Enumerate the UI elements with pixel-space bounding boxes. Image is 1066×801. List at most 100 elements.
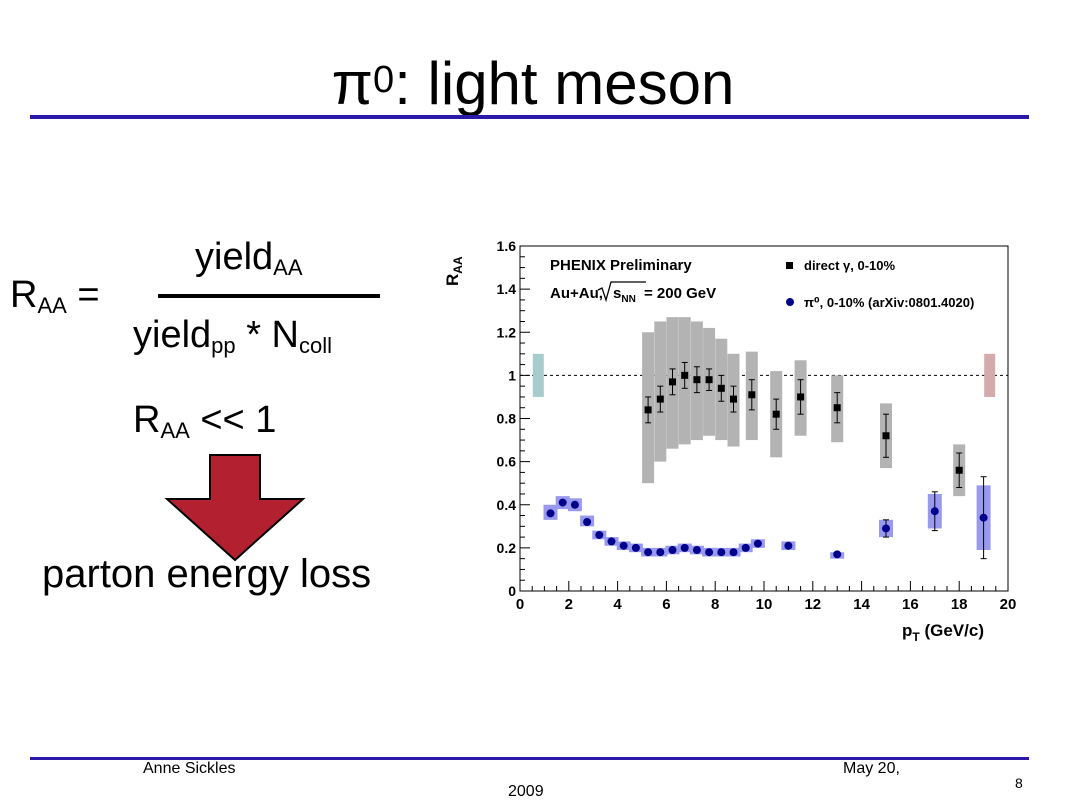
- x-tick-label-9: 18: [951, 596, 968, 613]
- footer-date-line2: 2009: [508, 783, 544, 800]
- point-pi0-3: [583, 518, 592, 526]
- formula-denominator: yieldpp * Ncoll: [133, 314, 333, 358]
- point-gamma-0: [644, 406, 652, 414]
- footer-page-number: 8: [1015, 775, 1023, 791]
- x-tick-label-4: 8: [711, 596, 719, 613]
- point-gamma-7: [730, 395, 737, 403]
- numerator-sub: AA: [273, 255, 303, 280]
- y-tick-label-2: 0.4: [497, 497, 517, 513]
- point-pi0-15: [729, 548, 738, 557]
- y-tick-label-0: 0: [508, 583, 516, 599]
- point-pi0-12: [692, 546, 701, 555]
- subtitle-sqrt-snn: sNN: [613, 285, 636, 305]
- footer-date-line1: May 20,: [843, 760, 900, 777]
- point-pi0-5: [607, 537, 616, 546]
- point-gamma-4: [693, 376, 701, 384]
- lhs-sub: AA: [37, 293, 67, 318]
- formula-numerator: yieldAA: [195, 236, 303, 280]
- x-tick-label-10: 20: [1000, 596, 1017, 613]
- x-tick-label-2: 4: [613, 596, 622, 613]
- conclusion-text: parton energy loss: [42, 552, 372, 596]
- x-tick-label-5: 10: [756, 596, 773, 613]
- x-tick-label-8: 16: [902, 596, 919, 613]
- sqrt-sign: [597, 281, 646, 303]
- point-gamma-9: [772, 410, 780, 418]
- point-pi0-17: [753, 539, 762, 548]
- x-tick-label-0: 0: [516, 596, 524, 613]
- point-pi0-20: [882, 524, 890, 533]
- footer-rule: [30, 757, 1029, 760]
- denominator-main: yield: [133, 314, 212, 356]
- x-tick-label-1: 2: [565, 596, 573, 613]
- slide-title: π0: light meson: [0, 44, 1066, 124]
- point-gamma-6: [717, 384, 725, 392]
- result-rest: << 1: [189, 399, 277, 441]
- x-axis-label: pT (GeV/c): [902, 621, 984, 644]
- point-pi0-18: [784, 541, 793, 550]
- point-pi0-16: [741, 543, 750, 552]
- point-gamma-1: [656, 395, 664, 403]
- point-pi0-11: [680, 543, 689, 552]
- x-tick-label-6: 12: [804, 596, 821, 613]
- point-pi0-2: [570, 500, 579, 509]
- title-pi: π: [331, 50, 374, 117]
- denominator-sub2: coll: [299, 333, 333, 358]
- legend-label-1: π⁰, 0-10% (arXiv:0801.4020): [804, 295, 974, 310]
- point-pi0-22: [979, 513, 988, 522]
- point-pi0-0: [546, 509, 555, 518]
- footer-author: Anne Sickles: [143, 760, 236, 777]
- point-pi0-13: [705, 548, 714, 557]
- y-tick-label-7: 1.4: [497, 281, 517, 297]
- point-gamma-10: [797, 393, 805, 401]
- point-pi0-4: [595, 530, 604, 539]
- point-pi0-14: [717, 548, 726, 557]
- lhs-eq: =: [66, 274, 100, 316]
- point-gamma-3: [681, 371, 689, 379]
- denominator-mid: * N: [235, 314, 299, 356]
- y-axis-label: RAA: [443, 256, 465, 286]
- y-tick-label-1: 0.2: [497, 540, 517, 556]
- y-tick-label-6: 1.2: [497, 324, 517, 340]
- point-pi0-1: [558, 498, 567, 507]
- title-superscript: 0: [373, 59, 395, 101]
- y-tick-label-8: 1.6: [497, 238, 517, 254]
- point-pi0-21: [930, 507, 939, 516]
- formula-lhs: RAA =: [10, 274, 100, 318]
- point-gamma-5: [705, 376, 713, 384]
- title-text: : light meson: [394, 50, 735, 117]
- denominator-sub: pp: [211, 333, 236, 358]
- numerator-main: yield: [195, 236, 274, 278]
- x-tick-label-3: 6: [662, 596, 670, 613]
- normalization-box-right: [984, 353, 996, 397]
- point-pi0-9: [656, 548, 665, 557]
- normalization-box-left: [532, 353, 544, 397]
- chart-title: PHENIX Preliminary: [550, 257, 692, 274]
- legend-marker-square: [786, 262, 793, 269]
- point-gamma-13: [955, 466, 963, 474]
- point-pi0-8: [644, 548, 653, 557]
- point-gamma-11: [833, 404, 841, 412]
- title-underline: [30, 115, 1029, 119]
- chart-subtitle: Au+Au,: [550, 285, 603, 302]
- lhs-main: R: [10, 274, 38, 316]
- point-gamma-8: [748, 391, 756, 399]
- x-tick-label-7: 14: [853, 596, 870, 613]
- down-arrow-icon: [164, 454, 306, 562]
- legend-marker-circle: [786, 298, 794, 306]
- legend-label-0: direct γ, 0-10%: [804, 258, 895, 273]
- result-main: R: [133, 399, 161, 441]
- raa-chart: 0 0.2 0.4 0.6 0.8 1 1.2 1.4 1.6 0 2 4 6 8 10 12 14 16 18 20…: [443, 238, 1017, 644]
- y-tick-label-4: 0.8: [497, 411, 517, 427]
- y-tick-label-3: 0.6: [497, 454, 517, 470]
- fraction-bar: [158, 294, 380, 298]
- point-gamma-2: [669, 378, 676, 386]
- point-pi0-19: [833, 550, 842, 559]
- down-arrow-shape: [164, 454, 306, 562]
- point-pi0-6: [619, 541, 628, 550]
- result-sub: AA: [160, 418, 190, 443]
- subtitle-energy: = 200 GeV: [644, 285, 716, 302]
- formula-result: RAA << 1: [133, 399, 277, 443]
- y-tick-label-5: 1: [508, 367, 516, 383]
- point-gamma-12: [882, 432, 890, 440]
- point-pi0-7: [631, 543, 640, 552]
